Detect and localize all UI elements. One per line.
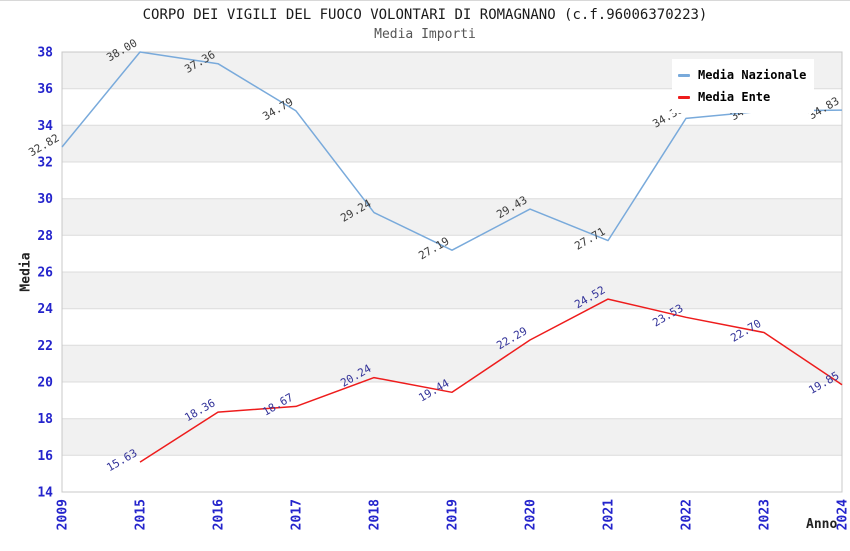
legend-label-media-nazionale: Media Nazionale: [698, 67, 806, 83]
y-tick-label: 34: [37, 119, 53, 134]
x-tick-label: 2016: [212, 499, 227, 530]
x-axis-title: Anno: [806, 517, 837, 532]
legend-item-media-ente: Media Ente: [678, 89, 806, 105]
data-label-nazionale: 27.19: [416, 235, 451, 263]
y-tick-label: 18: [37, 412, 53, 427]
x-tick-label: 2020: [524, 499, 539, 530]
x-tick-label: 2019: [446, 499, 461, 530]
legend-box: Media Nazionale Media Ente: [672, 59, 814, 113]
x-tick-label: 2024: [836, 499, 850, 530]
x-tick-label: 2022: [680, 499, 695, 530]
y-tick-label: 36: [37, 82, 53, 97]
y-tick-label: 14: [37, 486, 53, 501]
data-label-ente: 22.70: [728, 317, 763, 345]
y-tick-label: 26: [37, 266, 53, 281]
plot-band: [62, 199, 842, 236]
y-tick-label: 22: [37, 339, 53, 354]
x-tick-label: 2018: [368, 499, 383, 530]
legend-swatch-media-ente: [678, 96, 690, 99]
y-axis-title: Media: [19, 252, 34, 291]
x-tick-label: 2015: [134, 499, 149, 530]
y-tick-label: 38: [37, 46, 53, 61]
x-tick-label: 2009: [56, 499, 71, 530]
y-tick-label: 32: [37, 156, 53, 171]
legend-label-media-ente: Media Ente: [698, 89, 770, 105]
x-tick-label: 2017: [290, 499, 305, 530]
legend-item-media-nazionale: Media Nazionale: [678, 67, 806, 83]
plot-band: [62, 272, 842, 309]
plot-band: [62, 125, 842, 162]
y-tick-label: 20: [37, 376, 53, 391]
plot-band: [62, 345, 842, 382]
y-tick-label: 16: [37, 449, 53, 464]
data-label-ente: 18.67: [260, 391, 295, 419]
y-tick-label: 28: [37, 229, 53, 244]
y-tick-label: 30: [37, 192, 53, 207]
x-tick-label: 2021: [602, 499, 617, 530]
legend-swatch-media-nazionale: [678, 74, 690, 77]
x-tick-label: 2023: [758, 499, 773, 530]
y-tick-label: 24: [37, 302, 53, 317]
